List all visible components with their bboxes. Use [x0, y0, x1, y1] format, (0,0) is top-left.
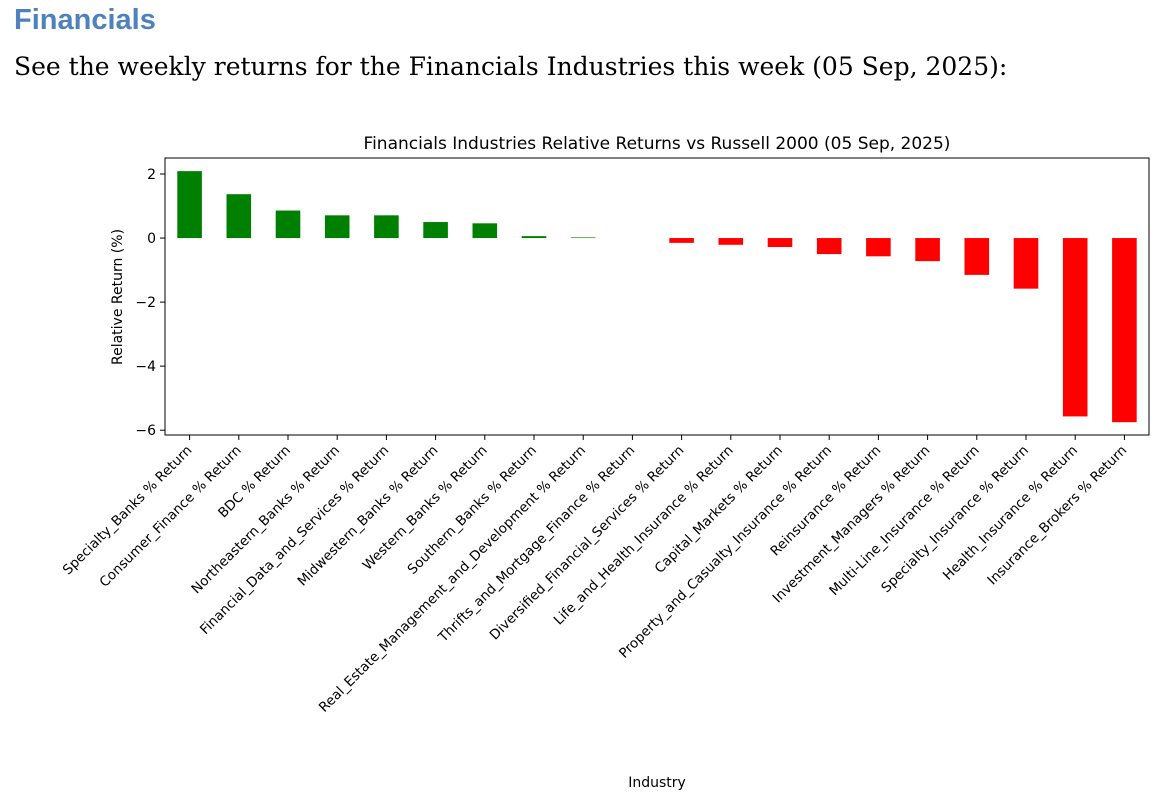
- bar: [816, 238, 842, 255]
- bar: [374, 215, 399, 239]
- bar: [915, 238, 940, 262]
- bar: [177, 171, 202, 239]
- y-tick-label: −4: [135, 359, 156, 375]
- y-tick-label: 2: [147, 167, 156, 183]
- bar: [275, 210, 301, 239]
- y-tick-label: 0: [147, 231, 156, 247]
- x-tick-label: Life_and_Health_Insurance % Return: [551, 443, 737, 629]
- bar: [472, 223, 498, 239]
- bar: [866, 238, 891, 257]
- y-axis-label: Relative Return (%): [110, 229, 126, 365]
- bar: [1112, 238, 1137, 423]
- bar: [226, 194, 252, 239]
- section-heading: Financials: [14, 4, 156, 36]
- bar: [718, 238, 744, 245]
- bar: [570, 237, 596, 239]
- bar: [767, 238, 793, 248]
- x-axis-label: Industry: [628, 775, 686, 791]
- y-tick-label: −2: [135, 295, 156, 311]
- bar: [1062, 238, 1088, 417]
- chart-title: Financials Industries Relative Returns v…: [364, 134, 951, 154]
- bar: [324, 215, 350, 239]
- bar: [423, 222, 448, 239]
- bar: [521, 236, 547, 239]
- intro-text: See the weekly returns for the Financial…: [14, 52, 1008, 81]
- plot-frame: [164, 157, 1150, 436]
- bar: [964, 238, 990, 275]
- y-tick-label: −6: [135, 423, 156, 439]
- bar: [1013, 238, 1039, 289]
- bar: [669, 238, 694, 243]
